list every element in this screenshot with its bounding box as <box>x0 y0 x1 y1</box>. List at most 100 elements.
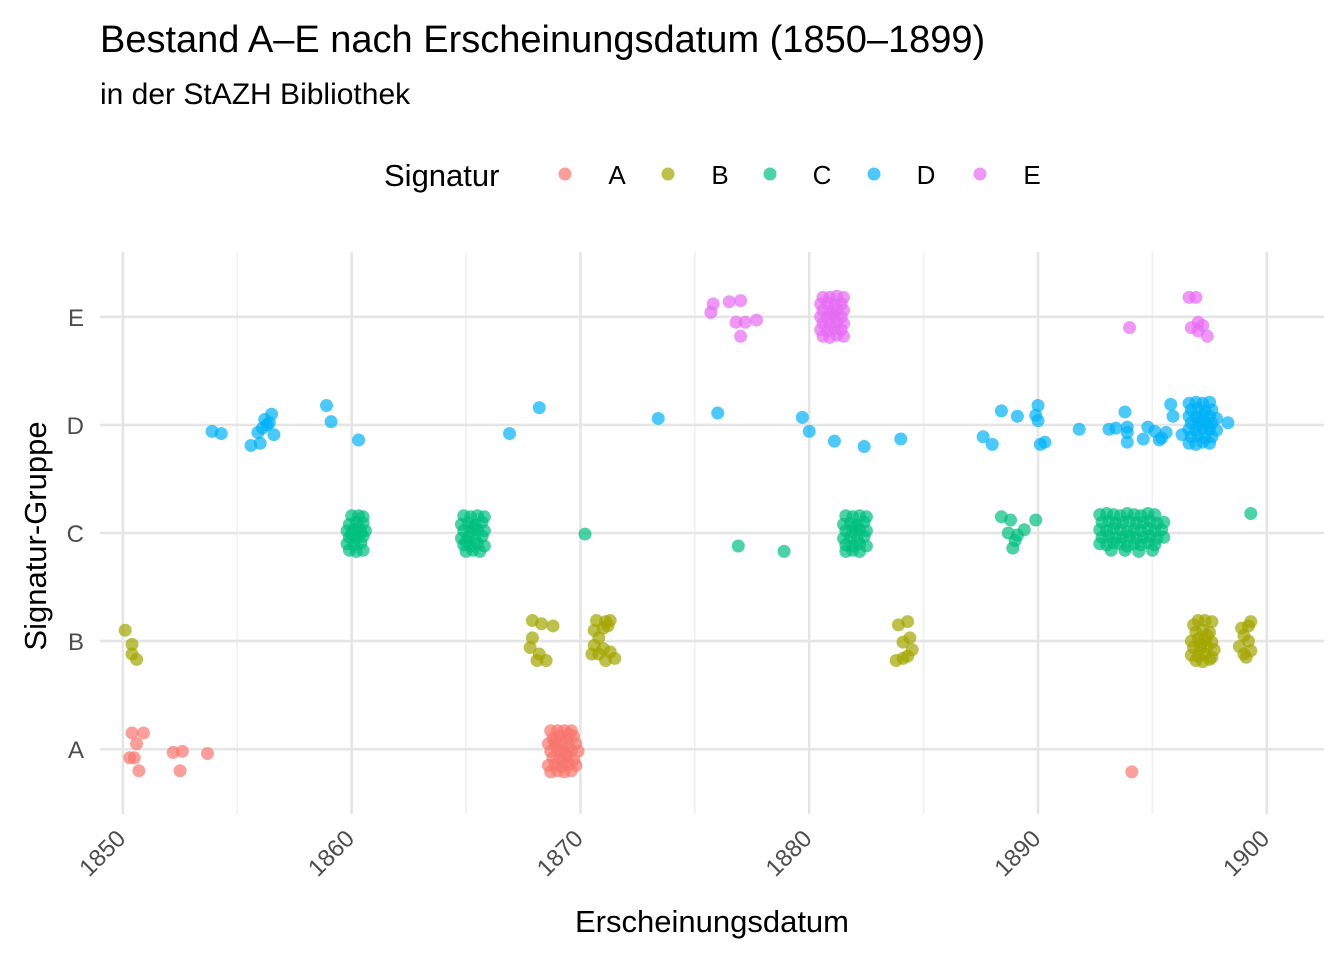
point-B <box>1203 652 1217 666</box>
legend-label-D: D <box>917 160 936 190</box>
point-D <box>1200 419 1214 433</box>
point-D <box>1038 435 1052 449</box>
point-E <box>750 313 764 327</box>
point-D <box>1120 425 1134 439</box>
x-tick-label-1850: 1850 <box>74 825 131 882</box>
y-tick-label-E: E <box>68 305 84 332</box>
legend-label-C: C <box>813 160 832 190</box>
point-E <box>1196 318 1210 332</box>
point-C <box>1006 541 1020 555</box>
point-C <box>466 521 480 535</box>
point-B <box>1244 615 1258 629</box>
chart-title: Bestand A–E nach Erscheinungsdatum (1850… <box>100 19 985 61</box>
point-A <box>548 734 562 748</box>
legend-label-E: E <box>1023 160 1040 190</box>
point-D <box>985 437 999 451</box>
point-D <box>1010 409 1024 423</box>
legend-label-A: A <box>608 160 626 190</box>
point-E <box>729 315 743 329</box>
legend-item-A: A <box>558 160 626 190</box>
point-C <box>1004 513 1018 527</box>
point-B <box>546 619 560 633</box>
series-D <box>205 395 1235 454</box>
point-B <box>535 617 549 631</box>
point-A <box>562 727 576 741</box>
y-tick-label-B: B <box>68 629 84 656</box>
legend-items: A B C D E <box>558 160 1041 190</box>
point-B <box>530 654 544 668</box>
point-D <box>711 406 725 420</box>
point-E <box>1189 290 1203 304</box>
point-D <box>1120 435 1134 449</box>
point-C <box>1029 513 1043 527</box>
point-C <box>1104 543 1118 557</box>
point-E <box>825 307 839 321</box>
legend: Signatur A B C D E <box>384 158 1041 193</box>
y-tick-label-C: C <box>67 521 84 548</box>
point-D <box>795 410 809 424</box>
point-A <box>175 744 189 758</box>
legend-key-A <box>558 167 572 181</box>
y-tick-label-D: D <box>67 413 84 440</box>
point-B <box>608 651 622 665</box>
legend-item-C: C <box>763 160 832 190</box>
point-D <box>1031 414 1045 428</box>
point-B <box>1205 615 1219 629</box>
point-D <box>267 428 281 442</box>
point-B <box>601 619 615 633</box>
plot-points <box>118 289 1258 779</box>
point-D <box>894 432 908 446</box>
point-E <box>704 306 718 320</box>
point-B <box>523 641 537 655</box>
point-D <box>1166 409 1180 423</box>
point-D <box>253 436 267 450</box>
legend-key-B <box>661 167 675 181</box>
point-A <box>130 737 144 751</box>
point-D <box>265 407 279 421</box>
point-B <box>1239 650 1253 664</box>
point-C <box>473 544 487 558</box>
point-A <box>125 726 139 740</box>
point-C <box>1118 543 1132 557</box>
point-C <box>356 543 370 557</box>
legend-key-D <box>867 167 881 181</box>
point-E <box>1123 321 1137 335</box>
point-D <box>1109 421 1123 435</box>
point-C <box>731 539 745 553</box>
point-C <box>345 527 359 541</box>
point-A <box>555 755 569 769</box>
y-tick-label-A: A <box>68 737 84 764</box>
point-E <box>734 294 748 308</box>
x-tick-label-1860: 1860 <box>303 825 360 882</box>
point-C <box>777 544 791 558</box>
point-C <box>1145 543 1159 557</box>
point-D <box>1072 422 1086 436</box>
point-D <box>1203 436 1217 450</box>
x-tick-label-1880: 1880 <box>761 825 818 882</box>
point-D <box>503 427 517 441</box>
point-B <box>118 623 132 637</box>
legend-key-E <box>973 167 987 181</box>
point-C <box>459 535 473 549</box>
point-C <box>853 544 867 558</box>
x-tick-label-1870: 1870 <box>532 825 589 882</box>
chart-subtitle: in der StAZH Bibliothek <box>100 78 411 111</box>
point-E <box>837 329 851 343</box>
point-D <box>1118 405 1132 419</box>
point-D <box>976 430 990 444</box>
point-D <box>532 401 546 415</box>
point-C <box>578 527 592 541</box>
point-A <box>201 746 215 760</box>
y-axis-ticks: A B C D E <box>67 305 84 764</box>
x-axis-ticks: 1850 1860 1870 1880 1890 1900 <box>74 825 1275 882</box>
x-axis-title: Erscheinungsdatum <box>575 904 849 939</box>
legend-item-B: B <box>661 160 729 190</box>
point-D <box>1164 397 1178 411</box>
legend-item-D: D <box>867 160 936 190</box>
point-A <box>136 726 150 740</box>
point-E <box>734 329 748 343</box>
point-A <box>132 764 146 778</box>
point-D <box>1031 398 1045 412</box>
point-D <box>1221 416 1235 430</box>
point-E <box>722 295 736 309</box>
